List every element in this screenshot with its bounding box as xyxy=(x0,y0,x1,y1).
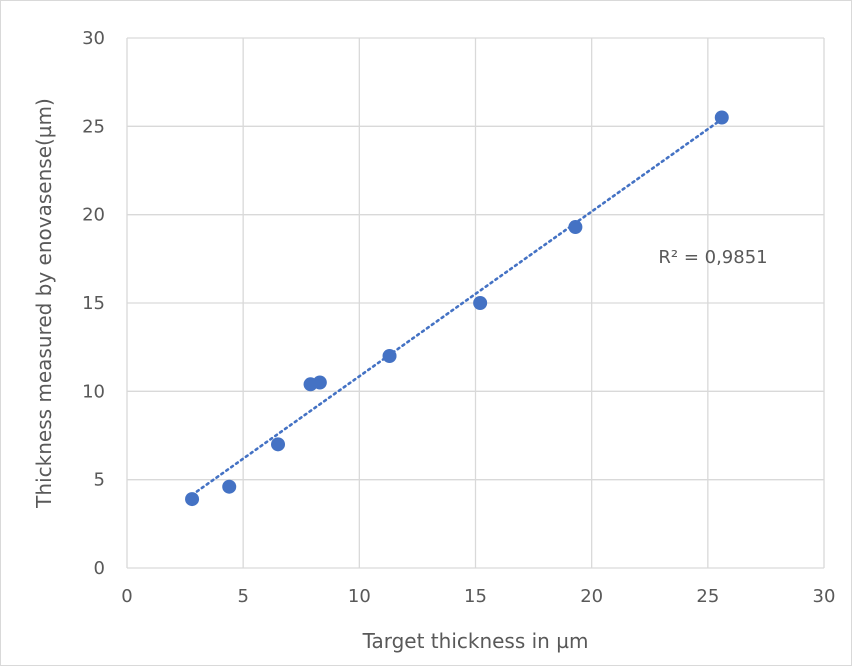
x-tick-label: 10 xyxy=(348,586,371,607)
x-tick-label: 15 xyxy=(464,586,487,607)
y-tick-label: 25 xyxy=(82,116,105,137)
data-points xyxy=(185,110,729,507)
grid-lines xyxy=(126,37,825,569)
trendline-group xyxy=(190,117,724,497)
x-tick-labels: 0 5 10 15 20 25 30 xyxy=(121,586,835,607)
data-point xyxy=(568,220,583,235)
x-tick-label: 25 xyxy=(696,586,719,607)
y-tick-label: 20 xyxy=(82,205,105,226)
y-tick-label: 10 xyxy=(82,381,105,402)
y-tick-label: 15 xyxy=(82,293,105,314)
x-tick-label: 20 xyxy=(580,586,603,607)
x-tick-label: 30 xyxy=(813,586,836,607)
data-point xyxy=(473,296,488,310)
data-point xyxy=(185,492,200,507)
x-tick-label: 5 xyxy=(237,586,248,607)
x-tick-label: 0 xyxy=(121,586,132,607)
y-tick-labels: 0 5 10 15 20 25 30 xyxy=(82,28,105,579)
x-axis-title: Target thickness in µm xyxy=(362,629,589,653)
data-point xyxy=(382,349,397,363)
data-point xyxy=(714,110,729,125)
trendline xyxy=(190,117,724,497)
data-point xyxy=(222,479,237,494)
r-squared-annotation: R² = 0,9851 xyxy=(658,247,767,268)
y-tick-label: 30 xyxy=(82,28,105,49)
data-point xyxy=(312,375,327,390)
y-axis-title: Thickness measured by enovasense(µm) xyxy=(32,98,56,509)
y-tick-label: 5 xyxy=(94,470,105,491)
y-tick-label: 0 xyxy=(94,558,105,579)
data-point xyxy=(271,437,286,452)
